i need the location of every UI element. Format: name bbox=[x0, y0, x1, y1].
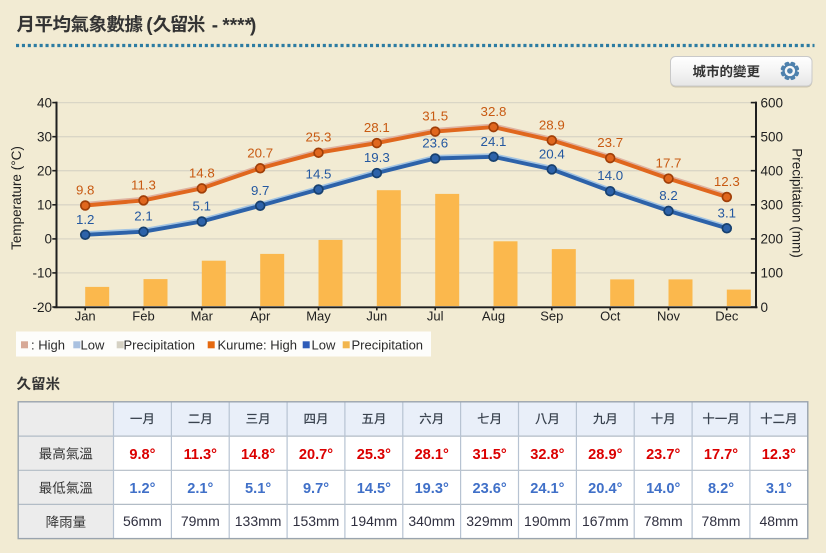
svg-text:8.2°: 8.2° bbox=[708, 481, 734, 497]
svg-text:Precipitation: Precipitation bbox=[352, 337, 424, 352]
svg-text:-: - bbox=[212, 15, 218, 36]
svg-text:0: 0 bbox=[44, 232, 52, 247]
svg-text:Low: Low bbox=[312, 337, 336, 352]
svg-text:): ) bbox=[250, 15, 256, 36]
svg-text:Jan: Jan bbox=[75, 308, 96, 323]
svg-text:3.1°: 3.1° bbox=[766, 481, 792, 497]
svg-text:56mm: 56mm bbox=[123, 513, 162, 529]
svg-text:12.3°: 12.3° bbox=[762, 447, 796, 463]
svg-text:20: 20 bbox=[37, 164, 52, 179]
svg-text:25.3°: 25.3° bbox=[357, 447, 391, 463]
svg-text:19.3: 19.3 bbox=[364, 150, 390, 165]
svg-text:17.7°: 17.7° bbox=[704, 447, 738, 463]
svg-text:9.8: 9.8 bbox=[76, 183, 95, 198]
svg-text:Kurume: High: Kurume: High bbox=[218, 337, 297, 352]
svg-text:20.4°: 20.4° bbox=[588, 481, 622, 497]
svg-text:153mm: 153mm bbox=[293, 513, 340, 529]
svg-text:340mm: 340mm bbox=[408, 513, 455, 529]
svg-text:600: 600 bbox=[761, 95, 784, 110]
svg-text:Feb: Feb bbox=[132, 308, 154, 323]
svg-text:14.8: 14.8 bbox=[189, 165, 215, 180]
svg-text:14.0°: 14.0° bbox=[646, 481, 680, 497]
svg-text:Oct: Oct bbox=[600, 308, 621, 323]
svg-text:167mm: 167mm bbox=[582, 513, 629, 529]
svg-text:11.3°: 11.3° bbox=[184, 447, 218, 463]
svg-text:32.8°: 32.8° bbox=[530, 447, 564, 463]
svg-text:32.8: 32.8 bbox=[481, 104, 507, 119]
svg-text:23.6: 23.6 bbox=[422, 136, 448, 151]
svg-text:25.3: 25.3 bbox=[306, 130, 332, 145]
svg-text:2.1: 2.1 bbox=[134, 209, 153, 224]
svg-text:28.9: 28.9 bbox=[539, 117, 565, 132]
svg-text:Sep: Sep bbox=[540, 308, 563, 323]
svg-text:9.7: 9.7 bbox=[251, 183, 270, 198]
svg-text:-20: -20 bbox=[32, 300, 52, 315]
svg-text:Apr: Apr bbox=[250, 308, 271, 323]
svg-text:14.5: 14.5 bbox=[306, 167, 332, 182]
svg-text:14.8°: 14.8° bbox=[241, 447, 275, 463]
svg-text:300: 300 bbox=[761, 198, 784, 213]
svg-text:79mm: 79mm bbox=[181, 513, 220, 529]
svg-text:23.7: 23.7 bbox=[597, 135, 623, 150]
svg-text:14.5°: 14.5° bbox=[357, 481, 391, 497]
svg-text:31.5°: 31.5° bbox=[472, 447, 506, 463]
svg-text:40: 40 bbox=[37, 95, 52, 110]
svg-text:78mm: 78mm bbox=[702, 513, 741, 529]
svg-text:11.3: 11.3 bbox=[131, 177, 156, 192]
svg-text:12.3: 12.3 bbox=[714, 174, 740, 189]
svg-text:1.2: 1.2 bbox=[76, 212, 95, 227]
svg-text:28.9°: 28.9° bbox=[588, 447, 622, 463]
svg-text:Precipitation (mm): Precipitation (mm) bbox=[790, 148, 805, 258]
svg-text:19.3°: 19.3° bbox=[415, 481, 449, 497]
svg-text:500: 500 bbox=[761, 130, 784, 145]
svg-text:9.7°: 9.7° bbox=[303, 481, 329, 497]
svg-text:28.1: 28.1 bbox=[364, 120, 390, 135]
svg-text:2.1°: 2.1° bbox=[187, 481, 213, 497]
svg-text:24.1°: 24.1° bbox=[530, 481, 564, 497]
svg-text:****: **** bbox=[222, 15, 252, 36]
svg-text:200: 200 bbox=[761, 232, 784, 247]
svg-text:Low: Low bbox=[81, 337, 105, 352]
svg-text:20.7: 20.7 bbox=[247, 145, 273, 160]
svg-text:0: 0 bbox=[761, 300, 769, 315]
svg-text:9.8°: 9.8° bbox=[129, 447, 155, 463]
svg-text:23.6°: 23.6° bbox=[472, 481, 506, 497]
svg-text:Nov: Nov bbox=[657, 308, 681, 323]
svg-text:194mm: 194mm bbox=[351, 513, 398, 529]
svg-text:10: 10 bbox=[37, 198, 52, 213]
svg-text:23.7°: 23.7° bbox=[646, 447, 680, 463]
svg-text:48mm: 48mm bbox=[759, 513, 798, 529]
svg-text:20.4: 20.4 bbox=[539, 146, 565, 161]
svg-text:3.1: 3.1 bbox=[718, 205, 737, 220]
svg-text:8.2: 8.2 bbox=[659, 188, 678, 203]
svg-text:20.7°: 20.7° bbox=[299, 447, 333, 463]
svg-text:78mm: 78mm bbox=[644, 513, 683, 529]
svg-text:400: 400 bbox=[761, 164, 784, 179]
svg-text:May: May bbox=[306, 308, 331, 323]
svg-text:17.7: 17.7 bbox=[656, 156, 682, 171]
svg-text:Aug: Aug bbox=[482, 308, 505, 323]
svg-text:100: 100 bbox=[761, 266, 784, 281]
svg-text:5.1°: 5.1° bbox=[245, 481, 271, 497]
svg-text:Precipitation: Precipitation bbox=[124, 337, 196, 352]
svg-text:14.0: 14.0 bbox=[597, 168, 623, 183]
svg-text:1.2°: 1.2° bbox=[129, 481, 155, 497]
svg-text:329mm: 329mm bbox=[466, 513, 513, 529]
svg-text:Temperature (°C): Temperature (°C) bbox=[9, 146, 24, 250]
svg-text:Jun: Jun bbox=[366, 308, 387, 323]
svg-text:Mar: Mar bbox=[191, 308, 214, 323]
svg-text:24.1: 24.1 bbox=[481, 134, 507, 149]
svg-text:(: ( bbox=[146, 15, 153, 36]
svg-text:5.1: 5.1 bbox=[193, 199, 212, 214]
svg-text:31.5: 31.5 bbox=[422, 109, 448, 124]
svg-text:-10: -10 bbox=[32, 266, 52, 281]
svg-text:190mm: 190mm bbox=[524, 513, 571, 529]
svg-text:133mm: 133mm bbox=[235, 513, 282, 529]
svg-text:: High: : High bbox=[31, 337, 65, 352]
svg-text:30: 30 bbox=[37, 130, 52, 145]
svg-text:28.1°: 28.1° bbox=[415, 447, 449, 463]
svg-text:Jul: Jul bbox=[427, 308, 444, 323]
svg-text:Dec: Dec bbox=[715, 308, 739, 323]
